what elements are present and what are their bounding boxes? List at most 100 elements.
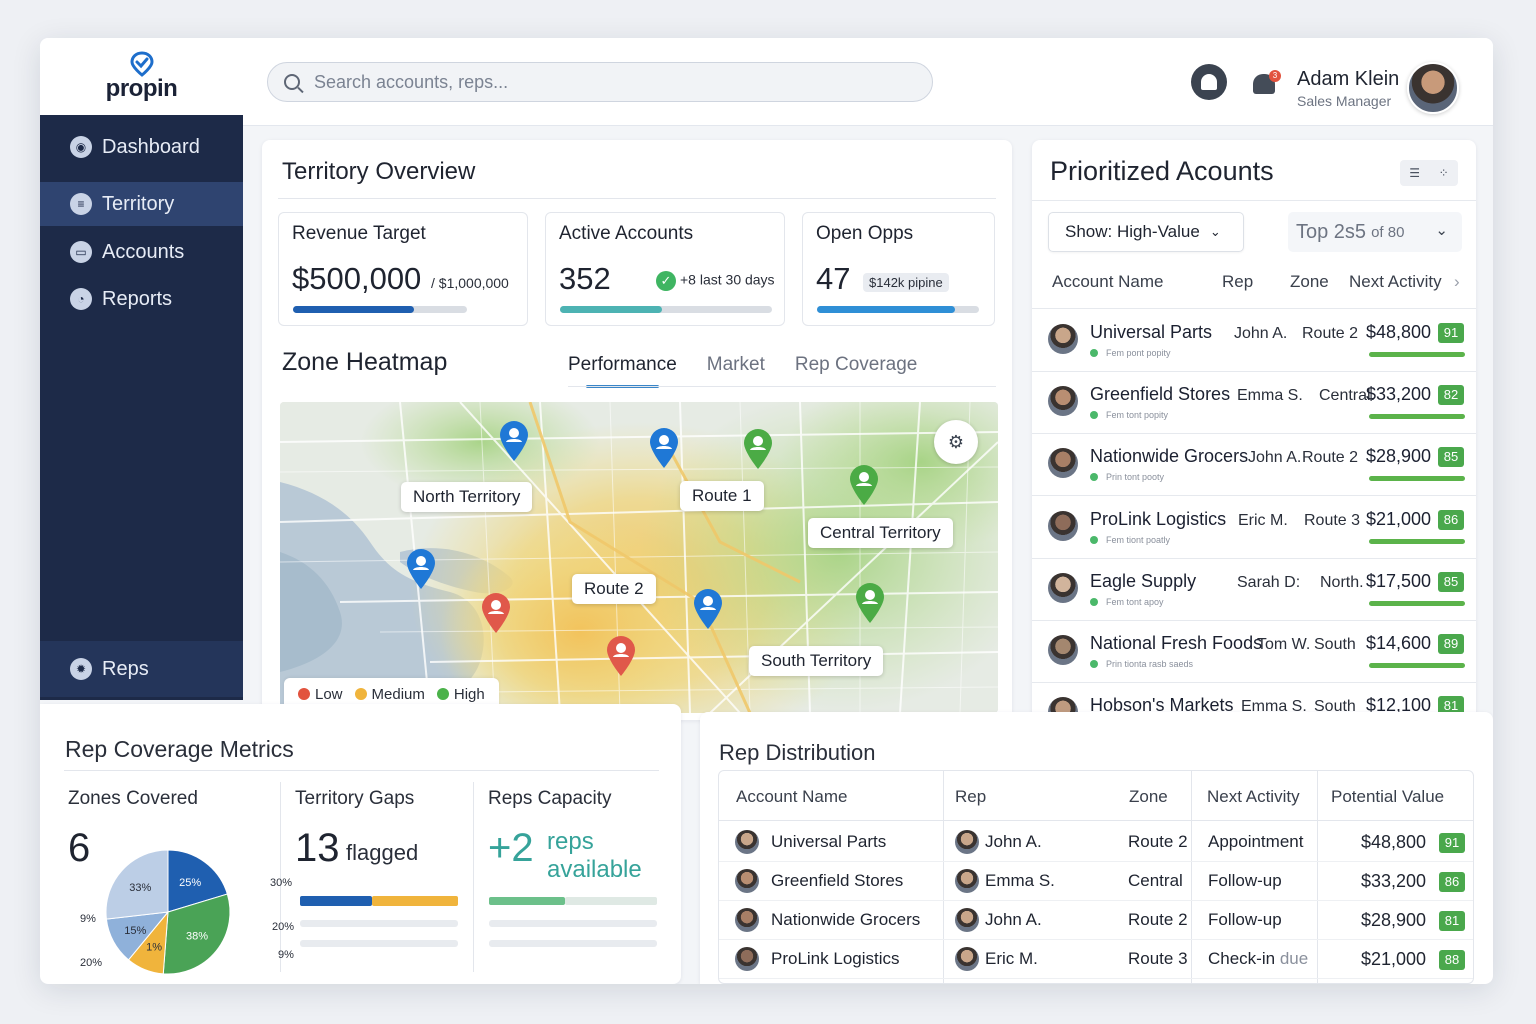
kpi-revenue-target[interactable]: Revenue Target $500,000 / $1,000,000 xyxy=(278,212,528,326)
list-item[interactable]: National Fresh Foods Prin tionta rasb sae… xyxy=(1032,621,1476,683)
territory-gaps-label: Territory Gaps xyxy=(295,788,415,809)
tab-market[interactable]: Market xyxy=(706,354,765,375)
map-pin-blue-icon[interactable] xyxy=(648,427,680,469)
map-pin-red-icon[interactable] xyxy=(605,635,637,677)
list-item[interactable]: Nationwide Grocers Prin tont pooty John A.… xyxy=(1032,434,1476,497)
kpi-progress-bar xyxy=(817,306,979,313)
kpi-progress-bar xyxy=(560,306,772,313)
account-name[interactable]: Hobson's Markets xyxy=(1090,695,1234,716)
row-zone: Route 2 xyxy=(1128,832,1188,851)
row-account-name[interactable]: ProLink Logistics xyxy=(771,949,900,968)
account-name[interactable]: Greenfield Stores xyxy=(1090,384,1231,405)
col-rep[interactable]: Rep xyxy=(955,787,987,806)
map-pin-blue-icon[interactable] xyxy=(498,420,530,462)
row-account-name[interactable]: Universal Parts xyxy=(771,832,887,851)
row-rep: Eric M. xyxy=(985,949,1038,968)
map-label-south-territory[interactable]: South Territory xyxy=(749,646,884,676)
zone-heatmap-map[interactable]: ⚙ North Territory Route 1 Central Territ… xyxy=(280,402,998,713)
logo[interactable]: propin xyxy=(40,38,243,115)
map-pin-red-icon[interactable] xyxy=(480,592,512,634)
row-rep: John A. xyxy=(985,832,1042,851)
score-badge: 91 xyxy=(1438,323,1464,343)
map-pin-blue-icon[interactable] xyxy=(405,548,437,590)
map-label-north-territory[interactable]: North Territory xyxy=(401,482,533,512)
user-name[interactable]: Adam Klein xyxy=(1297,68,1400,90)
capacity-track xyxy=(489,940,657,947)
col-potential-value[interactable]: Potential Value xyxy=(1331,787,1445,806)
account-name[interactable]: ProLink Logistics xyxy=(1090,508,1227,529)
col-account-name[interactable]: Account Name xyxy=(736,787,848,806)
row-account-name[interactable]: Greenfield Stores xyxy=(771,871,904,890)
row-account-name[interactable]: Nationwide Grocers xyxy=(771,910,921,929)
score-bar xyxy=(1369,476,1465,482)
pie-outer-label: 20% xyxy=(80,957,102,969)
tab-rep-coverage[interactable]: Rep Coverage xyxy=(794,354,918,375)
account-value: $28,900 xyxy=(1366,446,1432,467)
list-item[interactable]: ProLink Logistics Fem tiont poatly Eric M.… xyxy=(1032,497,1476,559)
top-count-select[interactable]: Top 2s5 of 80 ⌄ xyxy=(1288,212,1462,252)
map-settings-button[interactable]: ⚙ xyxy=(934,420,978,464)
table-row[interactable]: Greenfield Stores Emma S. Central Follow-up… xyxy=(719,862,1473,901)
col-rep[interactable]: Rep xyxy=(1222,272,1254,291)
gaps-bar-segment xyxy=(372,896,458,906)
avatar xyxy=(735,869,759,893)
map-pin-green-icon[interactable] xyxy=(854,582,886,624)
map-label-route-1[interactable]: Route 1 xyxy=(680,481,764,511)
sidebar-item-reps[interactable]: ✹ Reps xyxy=(40,641,243,697)
map-label-central-territory[interactable]: Central Territory xyxy=(808,518,953,548)
account-zone: Route 2 xyxy=(1302,325,1359,342)
pipeline-pill: $142k pipine xyxy=(863,273,949,292)
grid-view-icon[interactable]: ⁘ xyxy=(1438,166,1449,180)
notification-bell-icon[interactable] xyxy=(1191,64,1227,100)
view-toggle[interactable]: ☰ ⁘ xyxy=(1400,160,1458,186)
reports-icon: ◔ xyxy=(70,288,92,310)
search-input[interactable]: Search accounts, reps... xyxy=(267,62,933,102)
list-item[interactable]: Eagle Supply Fem tont apoy Sarah D: North. $… xyxy=(1032,559,1476,621)
col-next-activity[interactable]: Next Activity xyxy=(1349,272,1442,291)
col-account-name[interactable]: Account Name xyxy=(1052,272,1164,291)
rep-avatar xyxy=(955,947,979,971)
value-filter-dropdown[interactable]: Show: High-Value ⌄ xyxy=(1048,212,1244,252)
score-bar xyxy=(1369,600,1465,606)
kpi-delta-text: +8 last 30 days xyxy=(680,271,775,288)
sidebar-item-dashboard[interactable]: ◉ Dashboard xyxy=(40,125,243,169)
list-item[interactable]: Greenfield Stores Fem tont popity Emma S. C… xyxy=(1032,372,1476,435)
sidebar-item-territory[interactable]: ≡ Territory xyxy=(40,182,243,226)
reps-capacity-unit-line: available xyxy=(547,856,642,883)
account-name[interactable]: National Fresh Foods xyxy=(1090,633,1263,653)
map-pin-blue-icon[interactable] xyxy=(692,588,724,630)
user-avatar[interactable] xyxy=(1407,62,1459,114)
account-name[interactable]: Eagle Supply xyxy=(1090,570,1197,591)
chevron-right-icon[interactable]: › xyxy=(1454,272,1460,291)
account-name[interactable]: Nationwide Grocers xyxy=(1090,446,1249,467)
col-zone[interactable]: Zone xyxy=(1129,787,1168,806)
col-next-activity[interactable]: Next Activity xyxy=(1207,787,1300,806)
table-row[interactable]: Universal Parts John A. Route 2 Appointment… xyxy=(719,823,1473,862)
account-name[interactable]: Universal Parts xyxy=(1090,322,1213,342)
table-row[interactable]: ProLink Logistics Eric M. Route 3 Check-in … xyxy=(719,940,1473,979)
account-rep: Tom W. xyxy=(1257,636,1311,653)
pie-slice xyxy=(105,849,169,920)
chevron-down-icon: ⌄ xyxy=(1209,224,1221,239)
table-header: Account Name Rep Zone Next Activity › xyxy=(1032,268,1476,308)
sidebar-item-accounts[interactable]: ▭ Accounts xyxy=(40,230,243,274)
table-row[interactable]: Nationwide Grocers John A. Route 2 Follow-u… xyxy=(719,901,1473,940)
pie-outer-label: 20% xyxy=(272,921,294,933)
list-view-icon[interactable]: ☰ xyxy=(1409,166,1421,180)
map-label-route-2[interactable]: Route 2 xyxy=(572,574,656,604)
gaps-track xyxy=(300,920,458,927)
pie-slice-label: 25% xyxy=(179,877,201,889)
alerts-bell-icon[interactable]: 3 xyxy=(1253,70,1281,96)
map-pin-green-icon[interactable] xyxy=(742,428,774,470)
rep-distribution-table: Account Name Rep Zone Next Activity Pote… xyxy=(718,770,1474,984)
list-item[interactable]: Universal Parts Fem pont popity John A. Rou… xyxy=(1032,310,1476,372)
score-badge: 82 xyxy=(1438,385,1464,406)
tab-performance[interactable]: Performance xyxy=(568,354,677,388)
account-value: $48,800 xyxy=(1366,322,1432,342)
kpi-open-opps[interactable]: Open Opps 47 $142k pipine xyxy=(802,212,995,326)
kpi-active-accounts[interactable]: Active Accounts 352 ✓ +8 last 30 days xyxy=(545,212,785,326)
account-rep: Emma S. xyxy=(1237,387,1303,405)
col-zone[interactable]: Zone xyxy=(1290,272,1329,291)
sidebar-item-reports[interactable]: ◔ Reports xyxy=(40,277,243,321)
map-pin-green-icon[interactable] xyxy=(848,464,880,506)
